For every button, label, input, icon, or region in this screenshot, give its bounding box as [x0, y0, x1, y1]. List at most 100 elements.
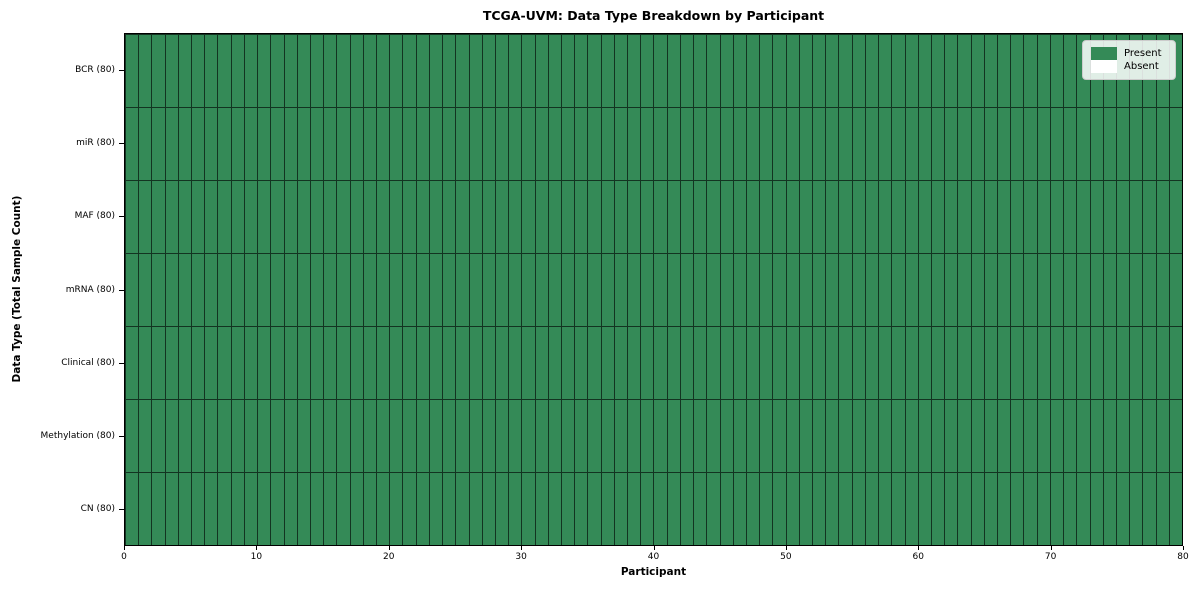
heatmap-cell	[997, 253, 1011, 326]
heatmap-cell	[349, 34, 363, 107]
heatmap-cell	[125, 326, 139, 399]
heatmap-cell	[468, 253, 482, 326]
heatmap-cell	[574, 107, 588, 180]
heatmap-cell	[917, 472, 931, 545]
heatmap-cell	[283, 180, 297, 253]
heatmap-cell	[759, 326, 773, 399]
heatmap-cell	[283, 326, 297, 399]
heatmap-cell	[957, 399, 971, 472]
heatmap-cell	[415, 326, 429, 399]
heatmap-cell	[957, 472, 971, 545]
heatmap-cell	[468, 326, 482, 399]
heatmap-cell	[561, 326, 575, 399]
heatmap-cell	[428, 34, 443, 107]
heatmap-cell	[679, 472, 694, 545]
heatmap-cell	[164, 399, 178, 472]
heatmap-cell	[376, 107, 390, 180]
heatmap-cell	[243, 107, 258, 180]
heatmap-cell	[838, 107, 852, 180]
heatmap-cell	[812, 107, 826, 180]
heatmap-cell	[389, 472, 403, 545]
heatmap-cell	[679, 180, 694, 253]
heatmap-cell	[983, 472, 998, 545]
heatmap-cell	[1102, 472, 1116, 545]
heatmap-cell	[851, 253, 865, 326]
heatmap-cell	[640, 399, 654, 472]
heatmap-cell	[997, 399, 1011, 472]
heatmap-cell	[428, 253, 443, 326]
heatmap-cell	[666, 472, 680, 545]
heatmap-cell	[798, 399, 813, 472]
heatmap-cell	[204, 253, 218, 326]
y-tick-mark	[119, 362, 124, 364]
heatmap-cell	[309, 180, 324, 253]
heatmap-cell	[468, 399, 482, 472]
heatmap-cell	[494, 399, 509, 472]
heatmap-cell	[640, 107, 654, 180]
x-tick-mark	[256, 546, 258, 550]
heatmap-cell	[561, 180, 575, 253]
heatmap-cell	[1115, 326, 1130, 399]
heatmap-cell	[917, 253, 931, 326]
heatmap-cell	[759, 399, 773, 472]
heatmap-cell	[1102, 180, 1116, 253]
heatmap-cell	[759, 180, 773, 253]
heatmap-cell	[494, 34, 509, 107]
heatmap-cell	[1102, 399, 1116, 472]
heatmap-cell	[521, 107, 535, 180]
heatmap-cell	[362, 326, 377, 399]
heatmap-cell	[362, 472, 377, 545]
heatmap-cell	[825, 399, 839, 472]
heatmap-cell	[494, 180, 509, 253]
heatmap-cell	[323, 34, 337, 107]
heatmap-cell	[587, 472, 601, 545]
heatmap-cell	[1089, 107, 1103, 180]
heatmap-cell	[745, 399, 760, 472]
heatmap-cell	[1129, 399, 1143, 472]
heatmap-cell	[600, 253, 614, 326]
heatmap-cell	[838, 253, 852, 326]
heatmap-cell	[1076, 326, 1090, 399]
x-tick-mark	[388, 546, 390, 550]
heatmap-cell	[204, 399, 218, 472]
heatmap-cell	[600, 107, 614, 180]
heatmap-cell	[125, 34, 139, 107]
heatmap-cell	[455, 34, 469, 107]
heatmap-cell	[666, 180, 680, 253]
heatmap-cell	[376, 326, 390, 399]
heatmap-cell	[415, 180, 429, 253]
heatmap-cell	[917, 34, 931, 107]
heatmap-cell	[983, 326, 998, 399]
heatmap-cell	[891, 326, 905, 399]
heatmap-cell	[283, 399, 297, 472]
heatmap-cell	[1168, 253, 1182, 326]
x-tick-label: 30	[515, 552, 527, 562]
heatmap-cell	[587, 399, 601, 472]
heatmap-cell	[1168, 107, 1182, 180]
heatmap-cell	[587, 253, 601, 326]
heatmap-cell	[534, 472, 548, 545]
heatmap-cell	[177, 180, 192, 253]
heatmap-cell	[745, 326, 760, 399]
heatmap-cell	[283, 107, 297, 180]
heatmap-cell	[600, 34, 614, 107]
heatmap-cell	[997, 107, 1011, 180]
heatmap-cell	[243, 253, 258, 326]
heatmap-cell	[389, 107, 403, 180]
legend-swatch-present-icon	[1091, 47, 1117, 60]
heatmap-cell	[534, 34, 548, 107]
heatmap-cell	[772, 180, 786, 253]
heatmap-cell	[1102, 326, 1116, 399]
heatmap-cell	[798, 326, 813, 399]
heatmap-cell	[243, 472, 258, 545]
heatmap-cell	[1155, 399, 1169, 472]
heatmap-cell	[864, 180, 879, 253]
heatmap-cell	[309, 253, 324, 326]
heatmap-cell	[917, 107, 931, 180]
heatmap-cell	[204, 326, 218, 399]
y-tick-mark	[119, 69, 124, 71]
heatmap-cell	[1142, 472, 1156, 545]
heatmap-cell	[1049, 34, 1064, 107]
heatmap-cell	[1155, 472, 1169, 545]
heatmap-cell	[455, 253, 469, 326]
